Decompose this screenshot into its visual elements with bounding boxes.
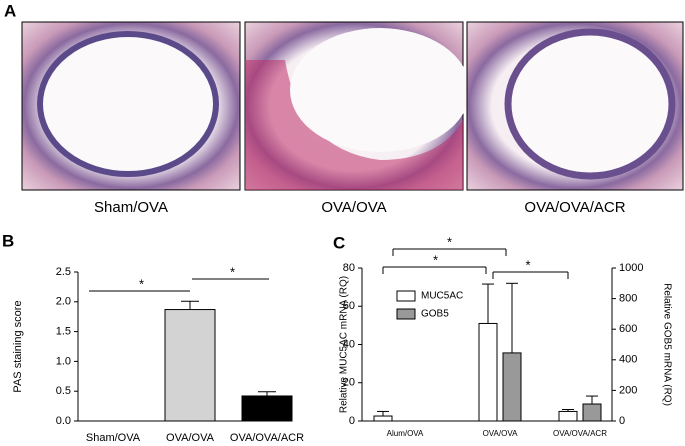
panel-label: A — [4, 1, 16, 20]
x-tick-label: Sham/OVA — [86, 432, 141, 444]
y-tick-label: 2.0 — [56, 296, 71, 308]
airway — [37, 31, 219, 177]
bar — [558, 410, 578, 422]
airway-wall — [245, 60, 463, 190]
panel-label: C — [333, 233, 345, 252]
y-tick-label: 80 — [343, 262, 355, 274]
image-caption: Sham/OVA — [94, 199, 168, 216]
x-tick-label: OVA/OVA — [483, 429, 518, 438]
airway — [504, 28, 676, 180]
y-tick-label: 0.0 — [56, 415, 71, 427]
y-tick-label: 0 — [349, 415, 355, 427]
panel-label: B — [2, 231, 14, 250]
y2-tick-label: 0 — [619, 415, 625, 427]
image-caption: OVA/OVA/ACR — [524, 199, 625, 216]
significance-mark: * — [139, 276, 144, 291]
y2-tick-label: 1000 — [619, 262, 643, 274]
y2-tick-label: 800 — [619, 293, 637, 305]
x-tick-label: OVA/OVA/ACR — [230, 432, 304, 444]
bar — [241, 395, 293, 422]
y-tick-label: 40 — [343, 338, 355, 350]
legend-label: GOB5 — [421, 309, 449, 320]
y2-axis-label: Relative GOB5 mRNA (RQ) — [661, 283, 672, 406]
y-tick-label: 20 — [343, 377, 355, 389]
legend-label: MUC5AC — [421, 291, 463, 302]
significance-mark: * — [230, 264, 235, 279]
y-axis-label: Relative MUC5AC mRNA (RQ) — [339, 276, 350, 413]
image-caption: OVA/OVA — [321, 199, 386, 216]
y-tick-label: 0.5 — [56, 385, 71, 397]
y2-tick-label: 600 — [619, 323, 637, 335]
bar — [582, 403, 602, 422]
y-tick-label: 1.5 — [56, 326, 71, 338]
bar — [164, 309, 216, 422]
histology-images — [21, 21, 684, 191]
y-axis-label: PAS staining score — [12, 300, 24, 392]
legend-swatch — [396, 308, 416, 320]
x-tick-label: Alum/OVA — [387, 429, 424, 438]
y-tick-label: 60 — [343, 300, 355, 312]
significance-mark: * — [525, 257, 530, 272]
legend-swatch — [396, 290, 416, 302]
significance-mark: * — [447, 234, 452, 249]
y-tick-label: 1.0 — [56, 355, 71, 367]
x-tick-label: OVA/OVA/ACR — [553, 429, 607, 438]
significance-mark: * — [433, 252, 438, 267]
bar — [478, 322, 498, 422]
bar — [373, 415, 393, 422]
y2-tick-label: 200 — [619, 384, 637, 396]
x-tick-label: OVA/OVA — [166, 432, 215, 444]
airway — [290, 28, 470, 152]
y-tick-label: 2.5 — [56, 266, 71, 278]
bar — [502, 352, 522, 422]
y2-tick-label: 400 — [619, 354, 637, 366]
